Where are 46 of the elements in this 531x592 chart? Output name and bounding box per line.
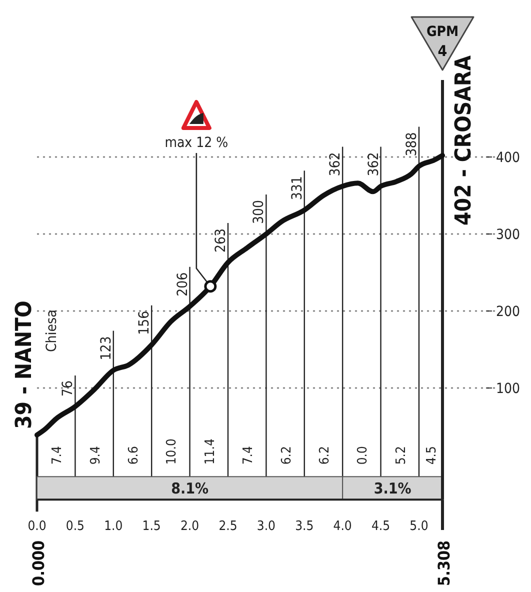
data-label: 206 [174, 272, 191, 296]
annotation: 10.0 [164, 438, 180, 465]
data-label: 300 [251, 200, 268, 224]
data-label: 331 [289, 176, 306, 200]
annotation: Chiesa [44, 310, 60, 352]
annotation: 7.4 [241, 446, 256, 465]
y-tick-label: 100 [496, 381, 520, 397]
y-tick-label: 200 [496, 304, 520, 320]
x-tick-label: 0.5 [66, 519, 84, 534]
annotation: 6.2 [279, 446, 294, 465]
data-label: 156 [136, 310, 153, 335]
x-tick-label: 4.0 [333, 519, 352, 534]
annotation: 5.2 [394, 446, 409, 465]
annotation: max 12 % [164, 135, 228, 151]
x-tick-label: 0.0 [28, 519, 46, 534]
data-label: 263 [212, 228, 229, 252]
data-label: 362 [328, 152, 344, 176]
x-tick-label: 3.0 [256, 519, 276, 534]
x-tick-label: 3.5 [295, 519, 314, 534]
text: 4 [438, 42, 448, 60]
x-tick-label: 4.5 [371, 519, 390, 534]
data-label: 388 [404, 132, 420, 156]
data-label: 123 [98, 336, 114, 360]
annotation: 39 - NANTO [12, 300, 37, 429]
text: 0.000 [29, 540, 48, 586]
x-tick-label: 1.0 [104, 519, 123, 534]
annotation: 6.2 [317, 446, 332, 465]
annotation: 0.0 [356, 446, 371, 465]
x-tick-label: 1.5 [142, 519, 161, 534]
x-tick-label: 5.0 [410, 519, 428, 534]
data-label: 76 [60, 380, 76, 396]
annotation: 402 - CROSARA [452, 54, 476, 226]
annotation: 6.6 [126, 446, 142, 465]
annotation: 7.4 [50, 446, 66, 465]
y-tick-label: 300 [496, 227, 520, 243]
y-tick-label: 400 [496, 150, 520, 166]
x-tick-label: 2.5 [218, 519, 238, 534]
annotation: 9.4 [88, 446, 104, 465]
data-label: 362 [366, 152, 382, 176]
band-label: 3.1% [374, 480, 412, 498]
annotation: 4.5 [424, 446, 440, 465]
text: 5.308 [434, 540, 454, 586]
text: GPM [426, 24, 459, 40]
x-tick-label: 2.0 [180, 519, 200, 534]
band-label: 8.1% [171, 480, 209, 498]
annotation: 11.4 [202, 438, 218, 465]
